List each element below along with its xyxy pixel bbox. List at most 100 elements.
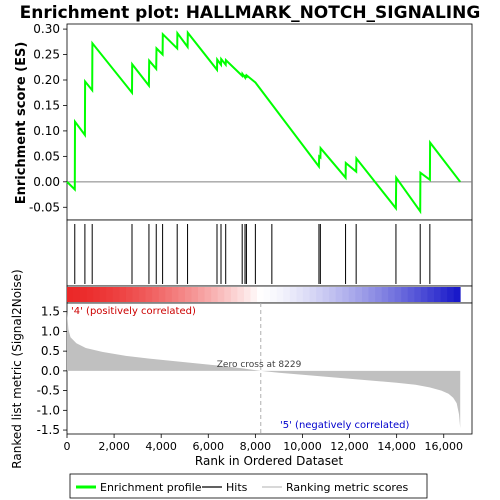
colorbar-cell (375, 287, 382, 302)
colorbar-cell (302, 287, 310, 302)
colorbar-cell (368, 287, 376, 302)
colorbar-cell (447, 287, 455, 302)
colorbar-cell (237, 287, 245, 302)
colorbar-cell (165, 287, 173, 302)
colorbar-cell (158, 287, 166, 302)
x-tick-label: 10,000 (283, 440, 322, 453)
colorbar-cell (309, 287, 317, 302)
colorbar-cell (139, 287, 147, 302)
colorbar-cell (434, 287, 441, 302)
es-ytick-label: 0.10 (33, 124, 60, 138)
colorbar-cell (381, 287, 389, 302)
colorbar-cell (420, 287, 428, 302)
x-tick-label: 8,000 (240, 440, 272, 453)
x-tick-label: 14,000 (377, 440, 416, 453)
rank-ytick-label: 0.5 (41, 344, 60, 358)
es-ytick-label: 0.20 (33, 73, 60, 87)
es-ytick-label: -0.05 (29, 200, 60, 214)
zero-cross-label: Zero cross at 8229 (217, 360, 302, 370)
colorbar-cell (335, 287, 343, 302)
es-ytick-label: 0.05 (33, 149, 60, 163)
negative-correlation-label: '5' (negatively correlated) (280, 420, 409, 431)
rank-ytick-label: -1.0 (37, 403, 60, 417)
colorbar-cell (191, 287, 199, 302)
colorbar-cell (342, 287, 350, 302)
colorbar-cell (289, 287, 297, 302)
x-tick-label: 0 (64, 440, 71, 453)
es-ytick-label: 0.15 (33, 98, 60, 112)
hits-panel (66, 219, 473, 287)
rank-ylabel: Ranked list metric (Signal2Noise) (10, 269, 24, 468)
colorbar-cell (348, 287, 356, 302)
ranking-metric-area (67, 311, 461, 429)
rank-ytick-label: 0.0 (41, 364, 60, 378)
x-tick-label: 16,000 (424, 440, 463, 453)
colorbar-cell (93, 287, 101, 302)
rank-ytick-label: -0.5 (37, 384, 60, 398)
colorbar-cell (132, 287, 140, 302)
x-tick-label: 4,000 (145, 440, 177, 453)
colorbar-cell (171, 287, 179, 302)
colorbar-cell (276, 287, 284, 302)
es-ytick-label: 0.00 (33, 175, 60, 189)
colorbar-cell (211, 287, 219, 302)
x-tick-label: 12,000 (330, 440, 369, 453)
colorbar-cell (283, 287, 291, 302)
colorbar-cell (224, 287, 232, 302)
colorbar-cell (119, 287, 127, 302)
enrichment-profile-line (66, 29, 461, 215)
colorbar-cell (86, 287, 94, 302)
es-panel: 0.30 0.25 0.20 0.15 0.10 0.05 0.00 -0.05 Enrich… (14, 22, 473, 221)
colorbar-cell (184, 287, 192, 302)
x-tick-label: 6,000 (193, 440, 225, 453)
rank-ytick-label: -1.5 (37, 423, 60, 437)
colorbar-cell (401, 287, 409, 302)
colorbar-cell (361, 287, 369, 302)
colorbar-cell (355, 287, 363, 302)
colorbar-cell (243, 287, 251, 302)
colorbar-cell (296, 287, 304, 302)
chart-title: Enrichment plot: HALLMARK_NOTCH_SIGNALIN… (20, 3, 481, 23)
rank-ytick-label: 1.0 (41, 324, 60, 338)
colorbar-cell (125, 287, 133, 302)
rank-ytick-label: 1.5 (41, 305, 60, 319)
legend-frame (69, 473, 428, 499)
colorbar-cell (106, 287, 114, 302)
colorbar-cell (388, 287, 396, 302)
colorbar-cell (407, 287, 415, 302)
colorbar-cell (112, 287, 120, 302)
colorbar-cell (250, 287, 258, 302)
colorbar-cell (394, 287, 402, 302)
colorbar-cell (198, 287, 206, 302)
x-axis-label: Rank in Ordered Dataset (195, 454, 343, 468)
legend: Enrichment profile Hits Ranking metric s… (69, 473, 428, 499)
colorbar-cell (414, 287, 422, 302)
colorbar-cell (152, 287, 160, 302)
es-ytick-label: 0.25 (33, 48, 60, 62)
colorbar-cell (440, 287, 448, 302)
colorbar-cell (80, 287, 88, 302)
colorbar-cell (230, 287, 238, 302)
ranked-list-panel: 1.5 1.0 0.5 0.0 -0.5 -1.0 -1.5 '4' (positively… (10, 269, 473, 469)
legend-rank-label: Ranking metric scores (286, 481, 408, 494)
colorbar-cell (322, 287, 330, 302)
hits-panel-frame (66, 219, 473, 287)
colorbar-cell (145, 287, 153, 302)
colorbar-cell (217, 287, 225, 302)
positive-correlation-label: '4' (positively correlated) (71, 306, 196, 317)
colorbar-cell (99, 287, 107, 302)
colorbar-cell (204, 287, 212, 302)
colorbar-cell (427, 287, 435, 302)
es-ytick-label: 0.30 (33, 22, 60, 36)
colorbar-cell (453, 287, 461, 302)
colorbar-cell (73, 287, 81, 302)
colorbar-cell (67, 287, 74, 302)
legend-hits-label: Hits (226, 481, 248, 494)
colorbar-cell (257, 287, 265, 302)
es-ylabel: Enrichment score (ES) (14, 42, 29, 205)
colorbar-cell (329, 287, 337, 302)
rank-colorbar (66, 285, 473, 304)
es-panel-frame (66, 23, 473, 221)
colorbar-cell (316, 287, 323, 302)
